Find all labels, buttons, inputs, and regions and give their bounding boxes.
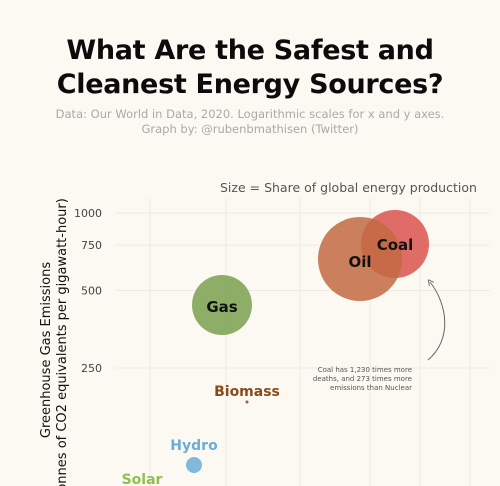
bubble-label-oil: Oil [348, 253, 371, 271]
bubble-label-hydro: Hydro [170, 438, 218, 454]
y-tick-label: 250 [81, 362, 102, 375]
y-tick-label: 1000 [74, 207, 102, 220]
title-line-1: What Are the Safest and [66, 35, 434, 66]
bubble-gas [192, 275, 252, 335]
bubble-label-solar: Solar [122, 472, 163, 486]
annotation-line-3: emissions than Nuclear [330, 384, 412, 392]
chart-subtitle: Data: Our World in Data, 2020. Logarithm… [0, 107, 500, 137]
bubble-oil [318, 217, 402, 301]
y-axis-label-line-2: (tonnes of CO2 equivalents per gigawatt-… [55, 198, 70, 486]
bubble-label-biomass: Biomass [214, 384, 280, 400]
subtitle-line-1: Data: Our World in Data, 2020. Logarithm… [55, 107, 445, 121]
chart-title: What Are the Safest and Cleanest Energy … [0, 34, 500, 102]
annotation-line-1: Coal has 1,230 times more [318, 366, 412, 374]
bubbles [186, 210, 429, 473]
bubble-label-coal: Coal [377, 236, 414, 254]
bubble-label-gas: Gas [206, 298, 237, 316]
y-axis-label-line-1: Greenhouse Gas Emissions [39, 262, 54, 438]
y-axis-ticks: 1000 750 500 250 [74, 207, 102, 375]
size-legend-note: Size = Share of global energy production [220, 180, 477, 195]
annotation-arrow [428, 282, 446, 361]
bubble-biomass [245, 400, 249, 404]
y-tick-label: 500 [81, 285, 102, 298]
subtitle-line-2: Graph by: @rubenbmathisen (Twitter) [141, 122, 359, 136]
bubble-hydro [186, 457, 202, 473]
annotation-line-2: deaths, and 273 times more [313, 375, 412, 383]
grid-lines [115, 198, 490, 486]
bubble-labels: Coal Oil Gas Biomass Hydro Solar [122, 236, 414, 486]
y-tick-label: 750 [81, 239, 102, 252]
title-line-2: Cleanest Energy Sources? [56, 69, 444, 100]
